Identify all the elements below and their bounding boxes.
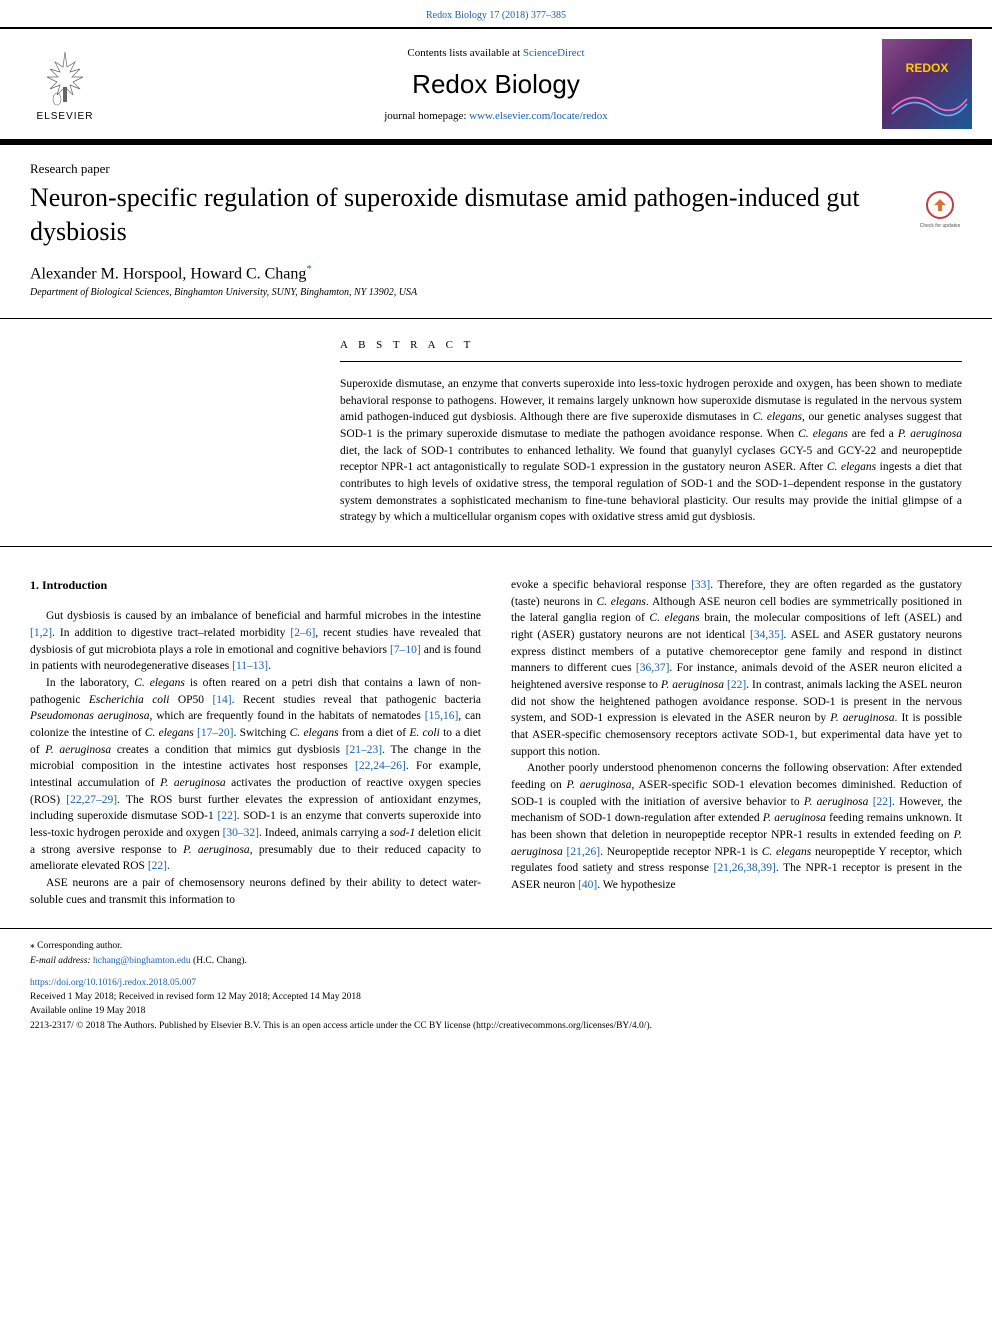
email-suffix: (H.C. Chang). <box>191 956 247 966</box>
email-label: E-mail address: <box>30 956 93 966</box>
italic-term: P. aeruginosa <box>830 712 894 724</box>
ref-link[interactable]: [33] <box>691 579 710 591</box>
homepage-link[interactable]: www.elsevier.com/locate/redox <box>469 110 608 122</box>
received-line: Received 1 May 2018; Received in revised… <box>30 990 962 1004</box>
ref-link[interactable]: [2–6] <box>290 627 315 639</box>
ref-link[interactable]: [21–23] <box>346 744 382 756</box>
italic-term: P. aeruginosa <box>898 428 962 440</box>
italic-term: C. elegans <box>596 596 645 608</box>
elsevier-tree-icon <box>35 47 95 107</box>
ref-link[interactable]: [36,37] <box>636 662 670 674</box>
ref-link[interactable]: [22] <box>148 860 167 872</box>
abstract-heading: A B S T R A C T <box>340 339 962 362</box>
title-row: Neuron-specific regulation of superoxide… <box>0 181 992 249</box>
italic-term: C. elegans <box>134 677 185 689</box>
elsevier-label: ELSEVIER <box>37 111 94 122</box>
authors: Alexander M. Horspool, Howard C. Chang* <box>0 249 992 287</box>
elsevier-logo: ELSEVIER <box>20 39 110 129</box>
ref-link[interactable]: [22] <box>727 679 746 691</box>
ref-link[interactable]: [34,35] <box>750 629 784 641</box>
check-updates-icon[interactable]: Check for updates <box>918 187 962 231</box>
intro-p5: Another poorly understood phenomenon con… <box>511 760 962 893</box>
contents-text: Contents lists available at <box>407 47 522 59</box>
abstract-section: A B S T R A C T Superoxide dismutase, an… <box>0 318 992 547</box>
ref-link[interactable]: [7–10] <box>390 644 421 656</box>
copyright-line: 2213-2317/ © 2018 The Authors. Published… <box>30 1019 962 1033</box>
abstract-text: Superoxide dismutase, an enzyme that con… <box>340 376 962 526</box>
italic-term: C. elegans <box>762 846 811 858</box>
paper-title: Neuron-specific regulation of superoxide… <box>30 181 898 249</box>
paper-type: Research paper <box>0 145 992 181</box>
email-line: E-mail address: hchang@binghamton.edu (H… <box>30 954 962 968</box>
italic-term: sod-1 <box>390 827 416 839</box>
corresponding-mark[interactable]: * <box>306 263 312 275</box>
body-section: 1. Introduction Gut dysbiosis is caused … <box>0 547 992 928</box>
header-citation: Redox Biology 17 (2018) 377–385 <box>0 0 992 27</box>
italic-term: P. aeruginosa <box>45 744 111 756</box>
left-column: 1. Introduction Gut dysbiosis is caused … <box>30 577 481 908</box>
italic-term: C. elegans <box>827 461 876 473</box>
ref-link[interactable]: [22] <box>873 796 892 808</box>
italic-term: P. aeruginosa <box>661 679 724 691</box>
right-column: evoke a specific behavioral response [33… <box>511 577 962 908</box>
journal-homepage: journal homepage: www.elsevier.com/locat… <box>130 110 862 122</box>
italic-term: P. aeruginosa <box>804 796 868 808</box>
italic-term: P. aeruginosa <box>160 777 226 789</box>
homepage-label: journal homepage: <box>384 110 469 122</box>
intro-heading: 1. Introduction <box>30 577 481 594</box>
intro-p3: ASE neurons are a pair of chemosensory n… <box>30 875 481 908</box>
italic-term: C. elegans <box>649 612 699 624</box>
author-names: Alexander M. Horspool, Howard C. Chang <box>30 265 306 282</box>
email-link[interactable]: hchang@binghamton.edu <box>93 956 191 966</box>
italic-term: E. coli <box>409 727 439 739</box>
ref-link[interactable]: [22] <box>218 810 237 822</box>
journal-header: ELSEVIER Contents lists available at Sci… <box>0 27 992 145</box>
italic-term: C. elegans <box>798 428 848 440</box>
italic-term: C. elegans <box>290 727 339 739</box>
italic-term: P. aeruginosa <box>567 779 632 791</box>
ref-link[interactable]: [22,24–26] <box>355 760 406 772</box>
intro-p2: In the laboratory, C. elegans is often r… <box>30 675 481 875</box>
italic-term: Escherichia coli <box>89 694 170 706</box>
citation-link[interactable]: Redox Biology 17 (2018) 377–385 <box>426 10 566 21</box>
sciencedirect-link[interactable]: ScienceDirect <box>523 47 585 59</box>
footer: ⁎ Corresponding author. E-mail address: … <box>0 928 992 1053</box>
intro-p1: Gut dysbiosis is caused by an imbalance … <box>30 608 481 675</box>
ref-link[interactable]: [14] <box>212 694 231 706</box>
ref-link[interactable]: [30–32] <box>223 827 259 839</box>
italic-term: C. elegans <box>753 411 802 423</box>
affiliation: Department of Biological Sciences, Bingh… <box>0 287 992 318</box>
journal-name: Redox Biology <box>130 69 862 100</box>
intro-p4: evoke a specific behavioral response [33… <box>511 577 962 760</box>
italic-term: C. elegans <box>145 727 194 739</box>
ref-link[interactable]: [17–20] <box>197 727 233 739</box>
italic-term: P. aeruginosa <box>763 812 826 824</box>
contents-line: Contents lists available at ScienceDirec… <box>130 47 862 59</box>
ref-link[interactable]: [21,26,38,39] <box>714 862 776 874</box>
corresponding-note: ⁎ Corresponding author. <box>30 939 962 953</box>
ref-link[interactable]: [22,27–29] <box>66 794 117 806</box>
journal-center: Contents lists available at ScienceDirec… <box>130 47 862 122</box>
italic-term: P. aeruginosa <box>183 844 250 856</box>
ref-link[interactable]: [40] <box>578 879 597 891</box>
doi-link[interactable]: https://doi.org/10.1016/j.redox.2018.05.… <box>30 976 962 990</box>
ref-link[interactable]: [15,16] <box>425 710 459 722</box>
ref-link[interactable]: [1,2] <box>30 627 52 639</box>
ref-link[interactable]: [11–13] <box>232 660 268 672</box>
available-line: Available online 19 May 2018 <box>30 1004 962 1018</box>
svg-text:Check for updates: Check for updates <box>920 223 961 229</box>
redox-logo: REDOX <box>882 39 972 129</box>
ref-link[interactable]: [21,26] <box>567 846 601 858</box>
italic-term: Pseudomonas aeruginosa <box>30 710 150 722</box>
